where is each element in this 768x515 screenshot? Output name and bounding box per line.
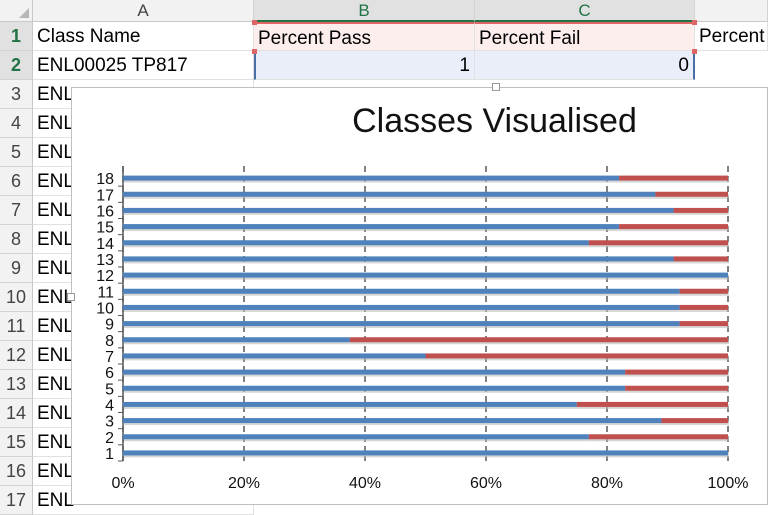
row-header[interactable]: 6 [0,167,33,196]
x-tick-label: 20% [228,475,260,492]
chart-title[interactable]: Classes Visualised [352,102,637,140]
bar-pass [123,450,728,456]
bar-pass [123,240,589,246]
cell-a1[interactable]: Class Name [33,22,254,51]
bar-fail [655,191,728,197]
bar-fail [679,321,728,327]
cell-c1[interactable]: Percent Fail [475,22,695,51]
row-header[interactable]: 8 [0,225,33,254]
y-tick-label: 2 [105,430,114,447]
row-header[interactable]: 5 [0,138,33,167]
bar-pass [123,304,680,310]
bar-fail [673,256,728,262]
y-tick-label: 5 [105,381,114,398]
bar-fail [588,434,728,440]
row-header[interactable]: 3 [0,80,33,109]
y-tick-label: 14 [96,236,114,253]
row-header[interactable]: 7 [0,196,33,225]
chart-plot[interactable]: 0% 20% 40% 60% 80% 100%1234567891011121314151… [72,88,768,506]
range-handle[interactable] [252,49,257,54]
bar-pass [123,191,656,197]
bar-pass [123,418,662,424]
bar-pass [123,385,626,391]
bar-pass [123,401,577,407]
row-header[interactable]: 9 [0,254,33,283]
bar-pass [123,224,620,230]
y-tick-label: 7 [105,349,114,366]
y-tick-label: 15 [96,220,114,237]
row-header[interactable]: 14 [0,399,33,428]
row-header[interactable]: 13 [0,370,33,399]
bar-fail [661,418,728,424]
bar-pass [123,288,680,294]
y-tick-label: 3 [105,414,114,431]
bar-fail [619,175,728,181]
bar-fail [588,240,728,246]
x-tick-label: 60% [470,475,502,492]
chart-resize-handle[interactable] [67,293,75,301]
bar-pass [123,256,674,262]
y-tick-label: 4 [105,397,114,414]
cell-c2[interactable]: 0 [475,51,695,80]
bar-fail [625,369,728,375]
range-handle[interactable] [692,49,697,54]
row-header[interactable]: 1 [0,22,33,51]
bar-pass [123,337,350,343]
bar-fail [576,401,728,407]
bar-pass [123,434,589,440]
y-tick-label: 17 [96,187,114,204]
column-header-b[interactable]: B [254,0,475,22]
bar-fail [679,304,728,310]
y-tick-label: 9 [105,317,114,334]
y-tick-label: 6 [105,365,114,382]
row-header[interactable]: 11 [0,312,33,341]
y-tick-label: 11 [97,284,114,301]
row-header[interactable]: 16 [0,457,33,486]
y-tick-label: 10 [96,300,114,317]
column-header-a[interactable]: A [33,0,254,22]
cell-b1[interactable]: Percent Pass [254,22,475,51]
bar-fail [349,337,728,343]
range-handle[interactable] [692,20,697,25]
y-tick-label: 13 [96,252,114,269]
row-header[interactable]: 12 [0,341,33,370]
bar-pass [123,207,674,213]
y-tick-label: 1 [105,446,114,463]
x-tick-label: 40% [349,475,381,492]
select-all-corner[interactable] [0,0,33,22]
bar-fail [679,288,728,294]
y-tick-label: 12 [96,268,114,285]
bar-pass [123,321,680,327]
bar-fail [625,385,728,391]
y-tick-label: 8 [105,333,114,350]
chart-area[interactable]: Classes Visualised 0% 20% 40% 60% 80% 100% 1 2 3… [67,83,768,506]
bar-pass [123,272,728,278]
bar-pass [123,353,426,359]
column-header-d[interactable] [695,0,768,22]
x-tick-label: 0% [111,475,134,492]
row-header[interactable]: 2 [0,51,33,80]
x-tick-label: 100% [708,475,749,492]
cell-b2[interactable]: 1 [254,51,475,80]
y-tick-label: 16 [96,203,114,220]
row-header[interactable]: 4 [0,109,33,138]
y-tick-label: 18 [96,171,114,188]
cell-d1[interactable]: Percent [695,22,768,51]
bar-pass [123,369,626,375]
bar-fail [425,353,728,359]
row-header[interactable]: 15 [0,428,33,457]
bar-fail [619,224,728,230]
bar-pass [123,175,620,181]
range-handle[interactable] [252,20,257,25]
chart-resize-handle[interactable] [492,83,500,91]
cell-a2[interactable]: ENL00025 TP817 [33,51,254,80]
bar-fail [673,207,728,213]
row-header[interactable]: 10 [0,283,33,312]
x-tick-label: 80% [591,475,623,492]
column-header-c[interactable]: C [475,0,695,22]
row-header[interactable]: 17 [0,486,33,515]
